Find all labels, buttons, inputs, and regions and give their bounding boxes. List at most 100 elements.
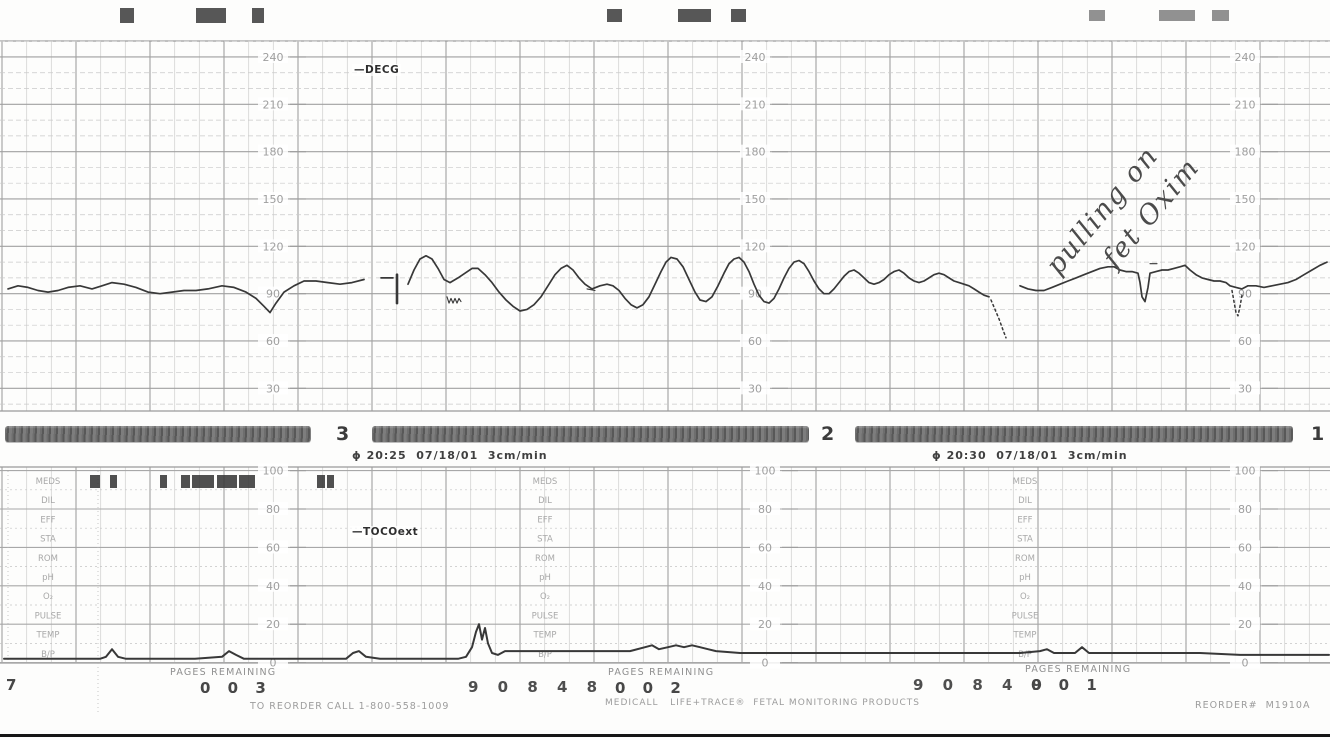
pages-remaining-label: PAGES REMAINING bbox=[1025, 664, 1132, 675]
registration-mark bbox=[1212, 10, 1229, 21]
svg-text:30: 30 bbox=[266, 382, 280, 395]
svg-text:120: 120 bbox=[263, 240, 284, 253]
registration-mark bbox=[1159, 10, 1195, 21]
svg-text:60: 60 bbox=[1238, 541, 1252, 554]
timestamp-annotation: ϕ 20:30 07/18/01 3cm/min bbox=[932, 449, 1128, 462]
svg-text:STA: STA bbox=[537, 535, 553, 545]
svg-text:TEMP: TEMP bbox=[1012, 631, 1036, 641]
svg-text:MEDS: MEDS bbox=[36, 477, 61, 487]
svg-text:DIL: DIL bbox=[538, 496, 552, 506]
svg-text:180: 180 bbox=[1235, 146, 1256, 159]
meds-event-marks bbox=[90, 475, 334, 488]
svg-text:30: 30 bbox=[1238, 382, 1252, 395]
svg-text:240: 240 bbox=[1235, 51, 1256, 64]
svg-text:ROM: ROM bbox=[1015, 554, 1035, 564]
page-number: 1 bbox=[1311, 423, 1325, 445]
page-separator-bar bbox=[372, 426, 809, 442]
svg-text:TEMP: TEMP bbox=[35, 631, 59, 641]
svg-text:60: 60 bbox=[266, 335, 280, 348]
svg-text:STA: STA bbox=[1017, 535, 1033, 545]
toco-row-labels: MEDS DIL EFF STA ROM pH O₂ PULSE TEMP B/P MEDS DIL E… bbox=[35, 477, 1039, 660]
svg-text:0: 0 bbox=[1242, 657, 1249, 670]
svg-text:ROM: ROM bbox=[38, 554, 58, 564]
svg-text:150: 150 bbox=[745, 193, 766, 206]
svg-text:40: 40 bbox=[1238, 580, 1252, 593]
pages-remaining-value: 0 0 3 bbox=[200, 679, 272, 697]
svg-text:B/P: B/P bbox=[1018, 650, 1032, 660]
page-separator-bar bbox=[855, 426, 1293, 442]
fhr-mode-label: —DECG bbox=[352, 64, 402, 76]
svg-text:DIL: DIL bbox=[1018, 496, 1032, 506]
svg-text:60: 60 bbox=[1238, 335, 1252, 348]
svg-text:0: 0 bbox=[762, 657, 769, 670]
svg-text:O₂: O₂ bbox=[540, 592, 550, 602]
toco-mode-label: —TOCOext bbox=[350, 526, 421, 538]
registration-mark bbox=[252, 8, 264, 23]
svg-text:PULSE: PULSE bbox=[532, 611, 559, 621]
registration-mark bbox=[196, 8, 226, 23]
pages-remaining-value: 0 0 1 bbox=[1031, 676, 1103, 694]
scan-edge-line bbox=[0, 734, 1330, 737]
page-separator-bar bbox=[5, 426, 311, 442]
svg-text:150: 150 bbox=[263, 193, 284, 206]
svg-text:PULSE: PULSE bbox=[35, 611, 62, 621]
svg-text:180: 180 bbox=[263, 146, 284, 159]
strip-serial: 9 0 8 4 9 bbox=[913, 676, 1050, 694]
svg-text:240: 240 bbox=[263, 51, 284, 64]
svg-text:80: 80 bbox=[758, 503, 772, 516]
registration-mark bbox=[731, 9, 746, 22]
svg-text:60: 60 bbox=[266, 541, 280, 554]
axis-tick-labels: 2402101801501209060302402101801501209060… bbox=[258, 50, 1278, 670]
svg-text:30: 30 bbox=[748, 382, 762, 395]
svg-text:120: 120 bbox=[745, 240, 766, 253]
svg-text:120: 120 bbox=[1235, 240, 1256, 253]
svg-text:150: 150 bbox=[1235, 193, 1256, 206]
page-number: 3 bbox=[336, 423, 350, 445]
svg-text:90: 90 bbox=[748, 288, 762, 301]
svg-text:20: 20 bbox=[266, 618, 280, 631]
svg-text:pH: pH bbox=[539, 573, 551, 583]
svg-text:80: 80 bbox=[266, 503, 280, 516]
svg-text:40: 40 bbox=[758, 580, 772, 593]
timestamp-annotation: ϕ 20:25 07/18/01 3cm/min bbox=[352, 449, 548, 462]
svg-text:180: 180 bbox=[745, 146, 766, 159]
svg-text:pH: pH bbox=[1019, 573, 1031, 583]
svg-text:90: 90 bbox=[1238, 288, 1252, 301]
svg-text:EFF: EFF bbox=[537, 515, 552, 525]
svg-text:PULSE: PULSE bbox=[1012, 611, 1039, 621]
toco-trace bbox=[3, 623, 1330, 660]
page-count-left: 7 bbox=[6, 676, 17, 694]
svg-text:MEDS: MEDS bbox=[1013, 477, 1038, 487]
svg-text:80: 80 bbox=[1238, 503, 1252, 516]
svg-text:20: 20 bbox=[758, 618, 772, 631]
svg-text:TEMP: TEMP bbox=[532, 631, 556, 641]
svg-text:240: 240 bbox=[745, 51, 766, 64]
page-number: 2 bbox=[821, 423, 835, 445]
svg-text:pH: pH bbox=[42, 573, 54, 583]
pages-remaining-value: 0 0 2 bbox=[615, 679, 687, 697]
strip-serial: 9 0 8 4 8 bbox=[468, 678, 605, 696]
pages-remaining-label: PAGES REMAINING bbox=[608, 667, 715, 678]
svg-text:EFF: EFF bbox=[40, 515, 55, 525]
svg-text:60: 60 bbox=[748, 335, 762, 348]
svg-text:60: 60 bbox=[758, 541, 772, 554]
svg-text:B/P: B/P bbox=[41, 650, 55, 660]
svg-text:40: 40 bbox=[266, 580, 280, 593]
svg-text:20: 20 bbox=[1238, 618, 1252, 631]
svg-text:210: 210 bbox=[1235, 98, 1256, 111]
svg-text:STA: STA bbox=[40, 535, 56, 545]
svg-text:210: 210 bbox=[745, 98, 766, 111]
svg-text:100: 100 bbox=[263, 465, 284, 478]
svg-text:MEDS: MEDS bbox=[533, 477, 558, 487]
registration-mark bbox=[120, 8, 134, 23]
registration-mark bbox=[678, 9, 711, 22]
reorder-code: REORDER# M1910A bbox=[1195, 700, 1311, 711]
svg-text:90: 90 bbox=[266, 288, 280, 301]
svg-text:100: 100 bbox=[1235, 465, 1256, 478]
svg-text:EFF: EFF bbox=[1017, 515, 1032, 525]
svg-text:B/P: B/P bbox=[538, 650, 552, 660]
reorder-phone: TO REORDER CALL 1-800-558-1009 bbox=[250, 701, 450, 712]
registration-mark bbox=[1089, 10, 1105, 21]
